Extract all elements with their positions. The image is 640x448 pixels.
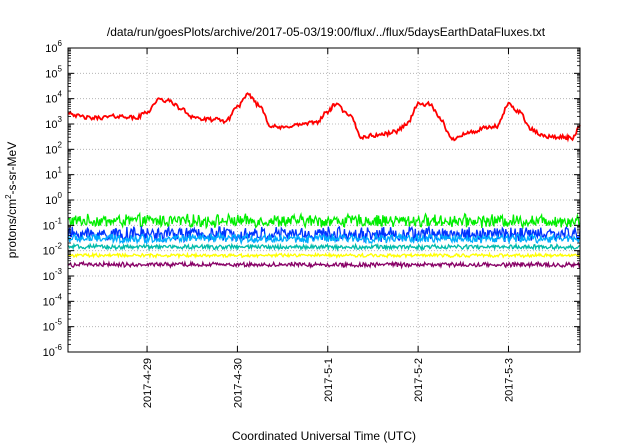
y-tick-base: 10 [43,322,55,334]
series-line-main [67,92,581,143]
y-tick-base: 10 [43,246,55,258]
x-tick-label: 2017-5-3 [503,358,515,402]
y-tick-base: 10 [45,144,57,156]
y-tick-label: 10-2 [43,242,63,258]
x-axis-label: Coordinated Universal Time (UTC) [232,429,416,443]
y-tick-base: 10 [43,347,55,359]
y-tick-base: 10 [43,271,55,283]
series-line [67,251,581,260]
y-tick-exponent: 0 [58,191,63,200]
y-tick-exponent: -3 [55,267,63,276]
y-tick-label: 10-3 [43,267,63,283]
y-tick-label: 100 [45,191,62,207]
chart-title: /data/run/goesPlots/archive/2017-05-03/1… [107,25,546,39]
y-axis-label: protons/cm2-s-sr-MeV [4,142,19,258]
y-tick-exponent: 3 [58,115,63,124]
y-tick-label: 10-4 [43,292,63,308]
series-line [67,225,581,244]
x-tick-label: 2017-4-29 [142,358,154,408]
y-tick-base: 10 [45,43,57,55]
series-line [67,231,581,246]
x-tick-label: 2017-5-1 [323,358,335,402]
y-tick-label: 101 [45,166,62,182]
series-line [67,211,581,230]
y-tick-base: 10 [43,220,55,232]
y-tick-label: 10-6 [43,343,63,359]
series-line [67,242,581,252]
y-tick-label: 103 [45,115,62,131]
y-axis-label-part: -s-sr-MeV [5,142,19,195]
y-tick-label: 10-1 [43,216,63,232]
y-tick-exponent: -2 [55,242,63,251]
y-tick-exponent: 4 [58,90,63,99]
y-tick-base: 10 [45,195,57,207]
y-axis-label-part: protons/cm [5,199,19,258]
x-tick-label: 2017-4-30 [232,358,244,408]
y-tick-label: 104 [45,90,62,106]
y-tick-base: 10 [43,296,55,308]
y-tick-base: 10 [45,94,57,106]
y-tick-base: 10 [45,170,57,182]
y-tick-exponent: -4 [55,292,63,301]
series-line [67,259,581,270]
y-tick-base: 10 [45,68,57,80]
y-tick-exponent: 2 [58,140,63,149]
y-tick-exponent: -1 [55,216,63,225]
y-tick-label: 102 [45,140,62,156]
y-axis-label-superscript: 2 [4,194,13,199]
x-axis: 2017-4-29 2017-4-30 2017-5-1 2017-5-2 2017-5… [142,48,515,408]
y-tick-label: 10-5 [43,318,63,334]
grid-lines [68,48,580,352]
y-tick-exponent: -6 [55,343,63,352]
y-tick-label: 106 [45,39,62,55]
y-tick-label: 105 [45,64,62,80]
series-group [67,92,581,270]
y-axis: 10610510410310210110010-110-210-310-410-… [43,39,580,359]
y-tick-exponent: -5 [55,318,63,327]
y-tick-exponent: 1 [58,166,63,175]
x-tick-label: 2017-5-2 [413,358,425,402]
y-tick-exponent: 5 [58,64,63,73]
y-tick-base: 10 [45,119,57,131]
y-tick-exponent: 6 [58,39,63,48]
